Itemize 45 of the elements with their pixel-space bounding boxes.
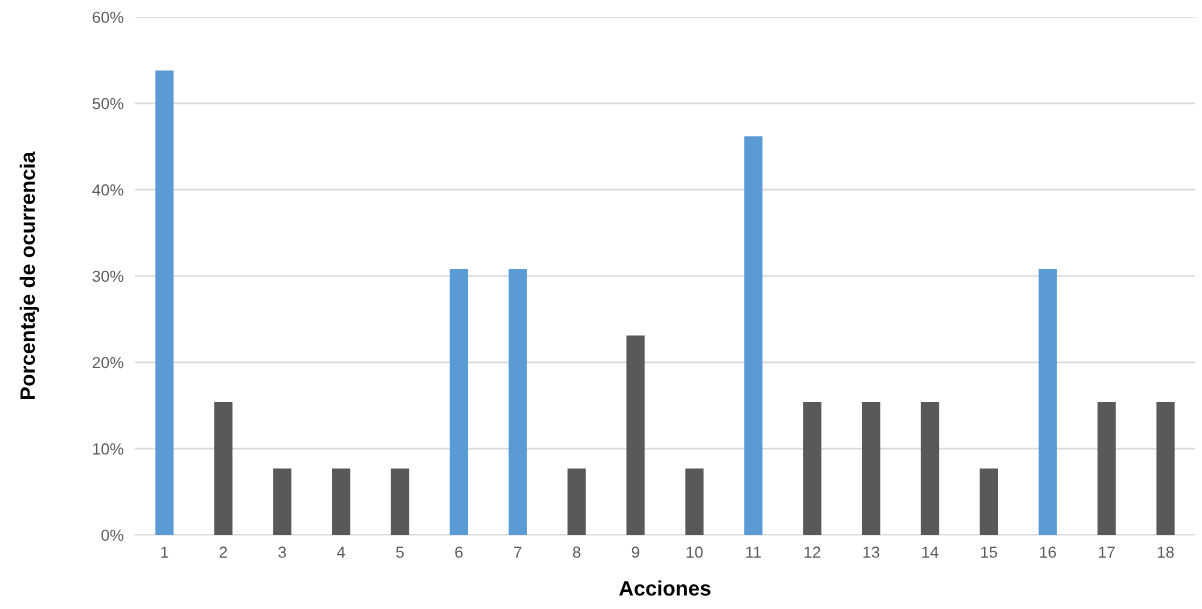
bar bbox=[626, 335, 645, 535]
x-tick-label: 13 bbox=[863, 546, 880, 558]
x-axis-title: Acciones bbox=[619, 580, 711, 596]
bar bbox=[744, 136, 763, 535]
y-axis-title: Porcentaje de ocurrencia bbox=[19, 151, 40, 400]
y-tick-label: 50% bbox=[92, 97, 124, 110]
x-tick-label: 3 bbox=[278, 546, 286, 558]
x-tick-label: 4 bbox=[337, 546, 346, 558]
bar bbox=[920, 402, 940, 535]
bar bbox=[155, 70, 174, 535]
bar bbox=[979, 468, 999, 535]
bar bbox=[449, 269, 469, 535]
x-tick-label: 6 bbox=[455, 546, 463, 558]
y-tick-label: 60% bbox=[92, 11, 124, 23]
y-tick-label: 10% bbox=[93, 443, 124, 455]
x-tick-label: 1 bbox=[161, 546, 169, 558]
bar bbox=[390, 468, 410, 535]
x-tick-label: 14 bbox=[922, 546, 939, 558]
y-tick-label: 40% bbox=[92, 184, 124, 196]
bar bbox=[273, 468, 292, 535]
x-tick-label: 12 bbox=[804, 546, 821, 558]
bar bbox=[861, 402, 881, 535]
bar bbox=[508, 269, 527, 535]
bar bbox=[567, 468, 586, 535]
x-tick-label: 2 bbox=[219, 546, 227, 558]
y-tick-label: 0% bbox=[101, 529, 124, 541]
x-tick-label: 10 bbox=[686, 546, 703, 558]
x-tick-label: 17 bbox=[1099, 546, 1115, 558]
bar bbox=[1097, 402, 1116, 535]
y-tick-label: 20% bbox=[92, 356, 124, 369]
bar bbox=[214, 402, 233, 535]
x-tick-label: 8 bbox=[572, 546, 581, 558]
y-tick-label: 30% bbox=[92, 270, 124, 282]
bar bbox=[803, 402, 822, 535]
x-tick-label: 11 bbox=[746, 546, 761, 558]
x-tick-label: 18 bbox=[1157, 546, 1174, 558]
bar bbox=[331, 468, 351, 535]
bar bbox=[685, 468, 704, 535]
x-tick-label: 5 bbox=[396, 546, 404, 558]
x-tick-label: 16 bbox=[1040, 546, 1056, 558]
bar bbox=[1038, 269, 1057, 535]
x-tick-label: 15 bbox=[981, 546, 998, 558]
x-tick-label: 9 bbox=[631, 546, 640, 558]
x-tick-label: 7 bbox=[514, 546, 522, 558]
bar bbox=[1156, 402, 1175, 535]
